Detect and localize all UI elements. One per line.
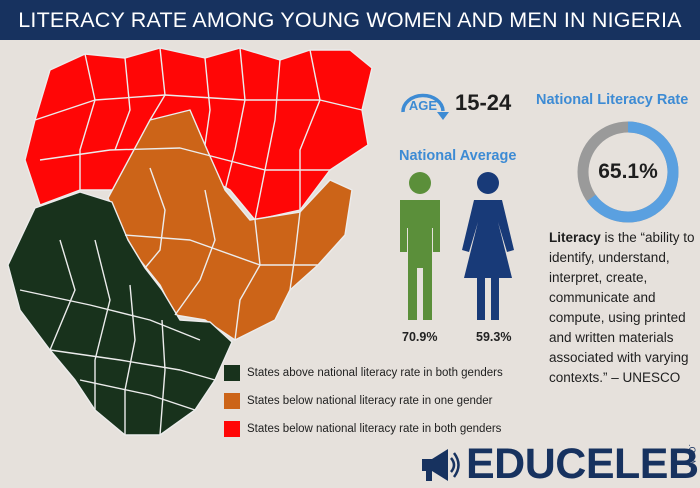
national-literacy-value: 65.1% [598,160,658,183]
national-literacy-rate-label: National Literacy Rate [536,92,689,108]
legend-swatch-orange [224,393,240,409]
legend-label-above: States above national literacy rate in b… [247,367,503,379]
brand-suffix: .COM [687,444,697,468]
age-badge-icon: AGE [401,93,449,120]
nigeria-map [7,47,373,436]
age-range: 15-24 [455,90,512,115]
legend-item-above: States above national literacy rate in b… [224,361,503,385]
male-figure-icon [400,172,440,320]
brand-logo: EDUCELEB [466,440,699,488]
female-literacy-rate: 59.3% [476,330,512,344]
page-title-text: LITERACY RATE AMONG YOUNG WOMEN AND MEN … [18,7,682,32]
legend-swatch-green [224,365,240,381]
legend-swatch-red [224,421,240,437]
national-literacy-donut [577,121,679,223]
literacy-definition: Literacy is the “ability to identify, un… [549,228,697,388]
definition-text: is the “ability to identify, understand,… [549,230,695,385]
national-average-label: National Average [399,148,517,164]
legend-label-both-genders: States below national literacy rate in b… [247,423,502,435]
page-title: LITERACY RATE AMONG YOUNG WOMEN AND MEN … [0,0,700,40]
definition-term: Literacy [549,230,601,245]
donut-fill [577,121,679,223]
legend-label-one-gender: States below national literacy rate in o… [247,395,493,407]
legend-item-both-genders: States below national literacy rate in b… [224,417,503,441]
male-literacy-rate: 70.9% [402,330,438,344]
female-figure-icon [462,172,514,320]
age-badge-label: AGE [409,98,438,113]
megaphone-icon [422,449,460,481]
map-legend: States above national literacy rate in b… [224,361,503,445]
legend-item-one-gender: States below national literacy rate in o… [224,389,503,413]
